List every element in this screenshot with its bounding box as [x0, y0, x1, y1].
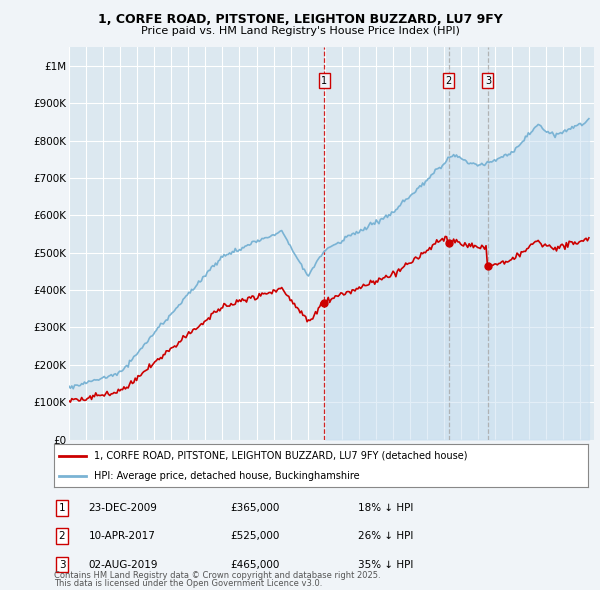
Text: 3: 3 — [485, 76, 491, 86]
Text: HPI: Average price, detached house, Buckinghamshire: HPI: Average price, detached house, Buck… — [94, 471, 359, 481]
Text: 26% ↓ HPI: 26% ↓ HPI — [358, 531, 414, 541]
Text: £465,000: £465,000 — [230, 559, 280, 569]
Text: 1: 1 — [321, 76, 327, 86]
Text: 2: 2 — [59, 531, 65, 541]
Text: 23-DEC-2009: 23-DEC-2009 — [89, 503, 158, 513]
Text: Price paid vs. HM Land Registry's House Price Index (HPI): Price paid vs. HM Land Registry's House … — [140, 26, 460, 36]
Text: This data is licensed under the Open Government Licence v3.0.: This data is licensed under the Open Gov… — [54, 579, 322, 588]
Text: 02-AUG-2019: 02-AUG-2019 — [89, 559, 158, 569]
Text: £365,000: £365,000 — [230, 503, 280, 513]
Text: 1, CORFE ROAD, PITSTONE, LEIGHTON BUZZARD, LU7 9FY: 1, CORFE ROAD, PITSTONE, LEIGHTON BUZZAR… — [98, 13, 502, 26]
Text: 18% ↓ HPI: 18% ↓ HPI — [358, 503, 414, 513]
Text: Contains HM Land Registry data © Crown copyright and database right 2025.: Contains HM Land Registry data © Crown c… — [54, 571, 380, 580]
Text: 10-APR-2017: 10-APR-2017 — [89, 531, 155, 541]
Text: 1, CORFE ROAD, PITSTONE, LEIGHTON BUZZARD, LU7 9FY (detached house): 1, CORFE ROAD, PITSTONE, LEIGHTON BUZZAR… — [94, 451, 467, 461]
Text: 35% ↓ HPI: 35% ↓ HPI — [358, 559, 414, 569]
Text: 2: 2 — [445, 76, 452, 86]
Text: 3: 3 — [59, 559, 65, 569]
Text: £525,000: £525,000 — [230, 531, 280, 541]
Text: 1: 1 — [59, 503, 65, 513]
